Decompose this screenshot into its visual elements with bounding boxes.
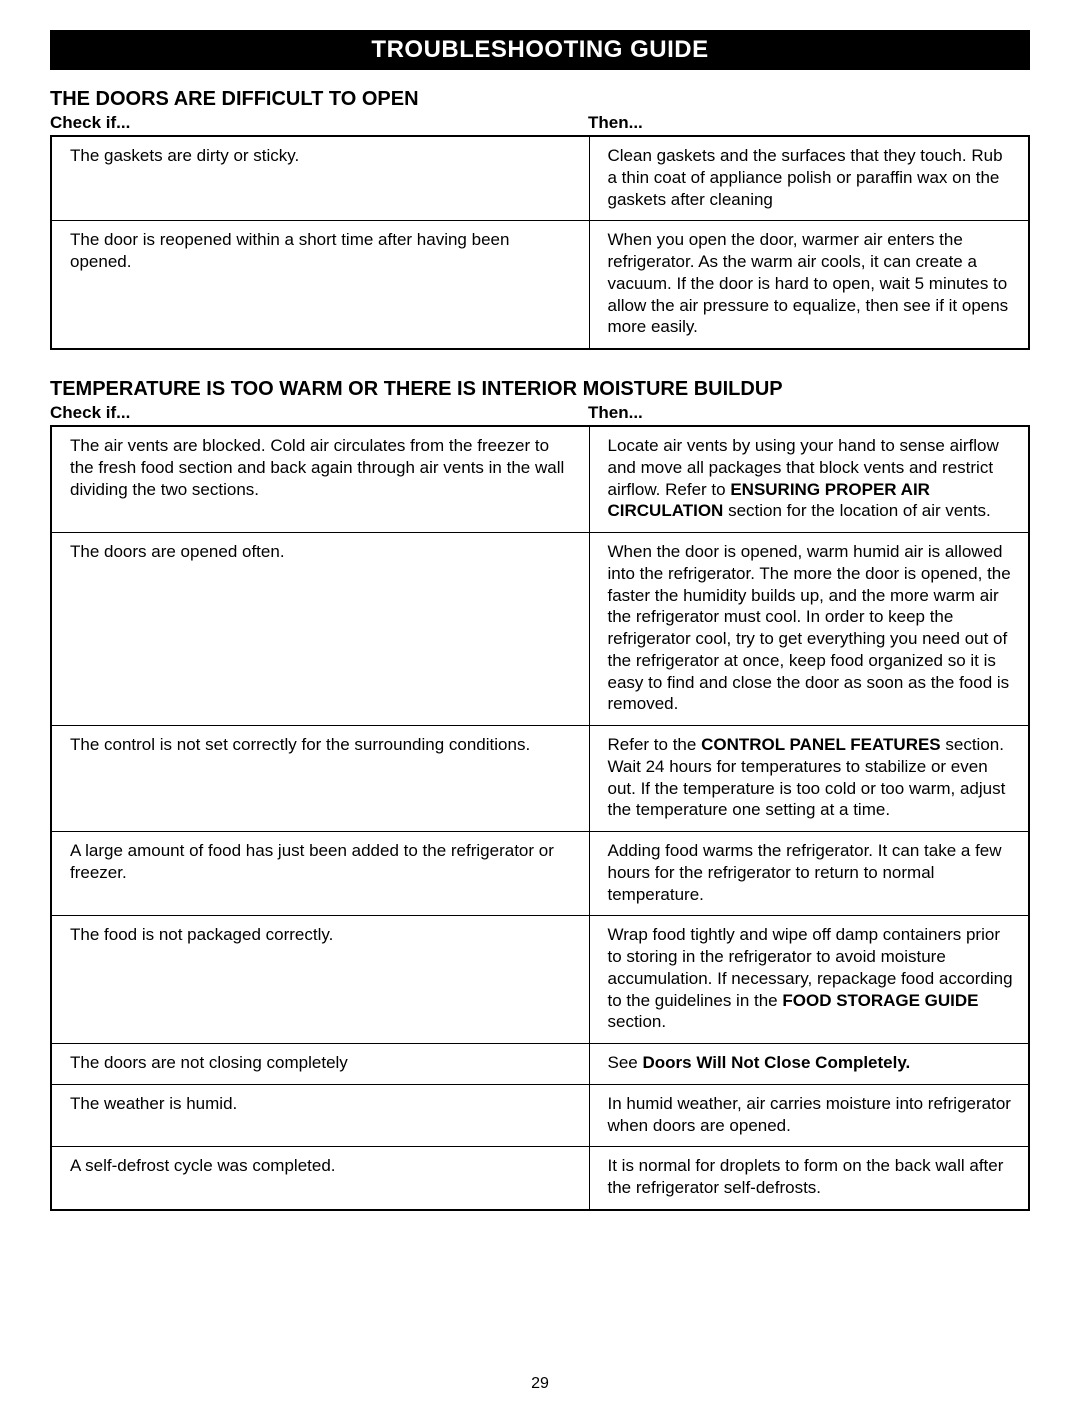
check-header: Check if... <box>50 403 588 423</box>
table-row: The gaskets are dirty or sticky. Clean g… <box>51 136 1029 221</box>
then-cell: When the door is opened, warm humid air … <box>589 533 1029 726</box>
check-cell: The food is not packaged correctly. <box>51 916 589 1044</box>
then-cell: Refer to the CONTROL PANEL FEATURES sect… <box>589 726 1029 832</box>
table-row: The weather is humid. In humid weather, … <box>51 1084 1029 1147</box>
check-cell: The door is reopened within a short time… <box>51 221 589 349</box>
troubleshooting-table: The gaskets are dirty or sticky. Clean g… <box>50 135 1030 350</box>
table-row: The control is not set correctly for the… <box>51 726 1029 832</box>
check-cell: A self-defrost cycle was completed. <box>51 1147 589 1210</box>
then-cell: See Doors Will Not Close Completely. <box>589 1044 1029 1085</box>
table-row: A large amount of food has just been add… <box>51 832 1029 916</box>
troubleshooting-table: The air vents are blocked. Cold air circ… <box>50 425 1030 1211</box>
table-row: The doors are opened often. When the doo… <box>51 533 1029 726</box>
table-row: The food is not packaged correctly. Wrap… <box>51 916 1029 1044</box>
then-cell: Locate air vents by using your hand to s… <box>589 426 1029 533</box>
then-cell: Adding food warms the refrigerator. It c… <box>589 832 1029 916</box>
then-cell: Clean gaskets and the surfaces that they… <box>589 136 1029 221</box>
then-header: Then... <box>588 113 1030 133</box>
banner-title: TROUBLESHOOTING GUIDE <box>50 30 1030 70</box>
column-headers: Check if... Then... <box>50 403 1030 423</box>
then-cell: Wrap food tightly and wipe off damp cont… <box>589 916 1029 1044</box>
check-cell: The gaskets are dirty or sticky. <box>51 136 589 221</box>
check-cell: The control is not set correctly for the… <box>51 726 589 832</box>
column-headers: Check if... Then... <box>50 113 1030 133</box>
then-cell: It is normal for droplets to form on the… <box>589 1147 1029 1210</box>
check-cell: The air vents are blocked. Cold air circ… <box>51 426 589 533</box>
then-header: Then... <box>588 403 1030 423</box>
table-row: A self-defrost cycle was completed. It i… <box>51 1147 1029 1210</box>
section-heading: THE DOORS ARE DIFFICULT TO OPEN <box>50 88 1030 111</box>
check-cell: The weather is humid. <box>51 1084 589 1147</box>
then-cell: When you open the door, warmer air enter… <box>589 221 1029 349</box>
table-row: The door is reopened within a short time… <box>51 221 1029 349</box>
table-row: The doors are not closing completely See… <box>51 1044 1029 1085</box>
then-cell: In humid weather, air carries moisture i… <box>589 1084 1029 1147</box>
page-number: 29 <box>0 1375 1080 1393</box>
table-row: The air vents are blocked. Cold air circ… <box>51 426 1029 533</box>
check-cell: The doors are opened often. <box>51 533 589 726</box>
section-1: TEMPERATURE IS TOO WARM OR THERE IS INTE… <box>50 378 1030 1211</box>
check-header: Check if... <box>50 113 588 133</box>
check-cell: A large amount of food has just been add… <box>51 832 589 916</box>
check-cell: The doors are not closing completely <box>51 1044 589 1085</box>
section-0: THE DOORS ARE DIFFICULT TO OPEN Check if… <box>50 88 1030 350</box>
section-heading: TEMPERATURE IS TOO WARM OR THERE IS INTE… <box>50 378 1030 401</box>
